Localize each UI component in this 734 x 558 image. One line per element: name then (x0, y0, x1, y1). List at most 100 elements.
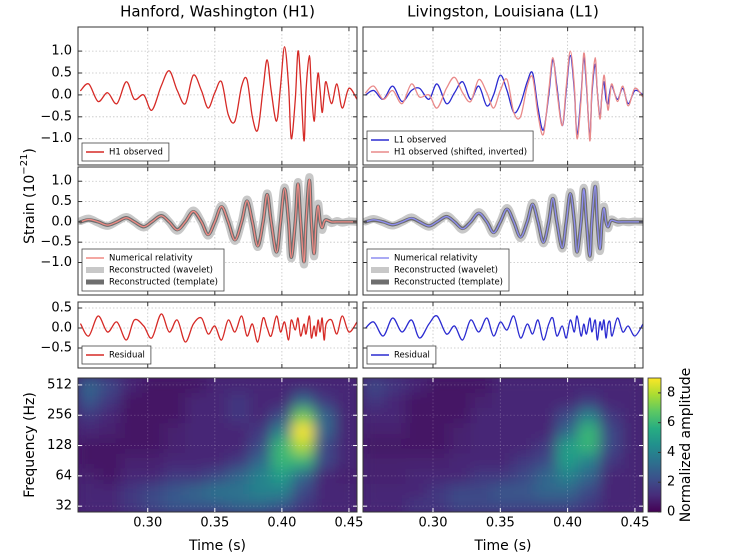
series-line (365, 315, 643, 341)
spectrogram-cell (206, 422, 229, 439)
y-tick-label: 1.0 (51, 44, 72, 59)
spectrogram-cell (270, 483, 294, 500)
y-axis-label: Strain (10−21) (19, 148, 38, 244)
spectrogram-cell (405, 498, 429, 512)
spectrogram-cell (141, 467, 165, 484)
spectrogram-cell (227, 467, 251, 484)
spectrogram-cell (335, 422, 357, 439)
spectrogram-cell (163, 452, 186, 469)
x-tick-label: 0.40 (553, 516, 582, 531)
spectrogram-cell (292, 378, 315, 393)
colorbar-tick-label: 8 (667, 385, 675, 400)
spectrogram-cell (513, 483, 536, 500)
spectrogram-cell (620, 392, 643, 409)
spectrogram-cell (313, 467, 337, 484)
series-line (80, 313, 357, 343)
spectrogram-cell (384, 378, 407, 393)
spectrogram-cell (556, 483, 579, 500)
spectrogram-cell (78, 378, 100, 393)
legend-label: L1 observed (394, 136, 446, 146)
spectrogram-cell (313, 498, 337, 512)
spectrogram-cell (98, 422, 122, 439)
spectrogram-cell (513, 378, 536, 393)
spectrogram-cell (448, 498, 472, 512)
spectrogram-cell (556, 422, 579, 439)
series-line (365, 185, 643, 258)
legend-label: Numerical relativity (394, 254, 478, 264)
spectrogram-cell (620, 452, 643, 469)
spectrogram-cell (384, 437, 407, 454)
column-title: Livingston, Louisiana (L1) (407, 3, 599, 21)
spectrogram-cell (405, 392, 429, 409)
spectrogram-cell (513, 422, 536, 439)
legend-label: Residual (109, 351, 145, 361)
spectrogram-cell (448, 407, 472, 424)
column-title: Hanford, Washington (H1) (120, 3, 315, 21)
y-tick-label: 1.0 (51, 174, 72, 189)
spectrogram-cell (384, 467, 407, 484)
legend-box (81, 248, 225, 292)
spectrogram-cell (184, 437, 208, 454)
y-tick-label: 128 (47, 438, 72, 453)
series-line (80, 178, 357, 264)
y-axis-label-base: Strain (10 (22, 175, 38, 244)
spectrogram-cell (491, 407, 515, 424)
spectrogram-cell (470, 422, 493, 439)
legend-label: Reconstructed (template) (394, 278, 503, 288)
plot-area (365, 315, 643, 341)
spectrogram-cell (270, 452, 294, 469)
spectrogram-cell (335, 378, 357, 393)
spectrogram-cell (427, 392, 450, 409)
plot-area (363, 180, 643, 262)
spectrogram-cell (491, 483, 515, 500)
spectrogram-cell (470, 437, 493, 454)
spectrogram-cell (78, 437, 100, 454)
spectrogram-cell (163, 483, 186, 500)
spectrogram-cell (335, 483, 357, 500)
spectrogram-cell (206, 392, 229, 409)
spectrogram-cell (163, 498, 186, 512)
y-axis-label-end: ) (22, 148, 38, 153)
spectrogram-cell (249, 452, 272, 469)
axes-frame (77, 377, 358, 513)
plot-area (80, 46, 357, 142)
spectrogram-cell (78, 392, 100, 409)
spectrogram-cell (313, 483, 337, 500)
spectrogram-cell (470, 452, 493, 469)
legend-label: H1 observed (shifted, inverted) (394, 148, 527, 158)
spectrogram-cell (599, 467, 622, 484)
spectrogram-cell (227, 452, 251, 469)
spectrogram-cell (141, 437, 165, 454)
spectrogram-cell (577, 378, 601, 393)
spectrogram-cell (163, 407, 186, 424)
spectrogram-cell (206, 407, 229, 424)
spectrogram-cell (249, 483, 272, 500)
spectrogram-cell (313, 392, 337, 409)
spectrogram-image (363, 378, 643, 512)
spectrogram-cell (599, 378, 622, 393)
spectrogram-cell (620, 422, 643, 439)
spectrogram (363, 378, 643, 512)
spectrogram-cell (363, 392, 386, 409)
spectrogram-cell (206, 498, 229, 512)
spectrogram-cell (184, 422, 208, 439)
spectrogram-cell (163, 392, 186, 409)
plot-area (80, 313, 357, 343)
spectrogram-cell (577, 422, 601, 439)
spectrogram-cell (363, 378, 386, 393)
spectrogram-cell (577, 407, 601, 424)
spectrogram-cell (184, 407, 208, 424)
spectrogram-cell (292, 498, 315, 512)
spectrogram-cell (363, 483, 386, 500)
y-tick-label: −0.5 (40, 109, 72, 124)
spectrogram (78, 378, 357, 512)
spectrogram-cell (249, 467, 272, 484)
spectrogram-cell (405, 422, 429, 439)
spectrogram-cell (599, 392, 622, 409)
spectrogram-cell (206, 483, 229, 500)
legend-box (366, 248, 510, 292)
spectrogram-cell (513, 437, 536, 454)
spectrogram-cell (249, 498, 272, 512)
spectrogram-cell (120, 452, 143, 469)
spectrogram-cell (206, 437, 229, 454)
